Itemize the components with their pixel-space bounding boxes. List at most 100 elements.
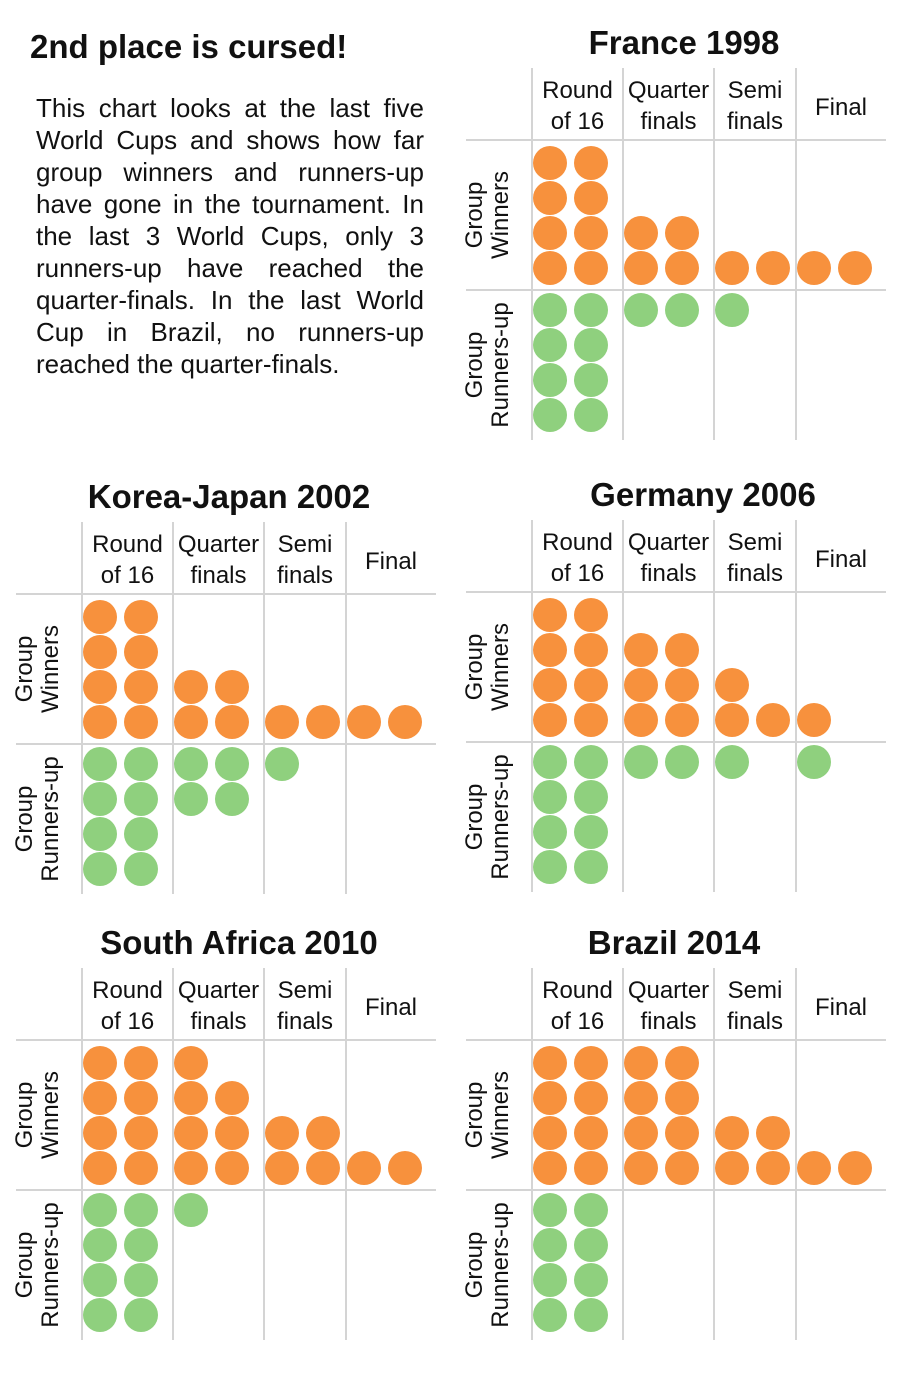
row-header-group-runners-up: Runners-up bbox=[37, 1202, 64, 1327]
winner-dot bbox=[533, 1081, 567, 1115]
runner-up-dot bbox=[624, 293, 658, 327]
panel-germany-2006: Germany 2006 Round of 16 Quarter finals Semi f… bbox=[461, 476, 886, 892]
column-header-semi-finals: finals bbox=[277, 562, 333, 589]
runner-up-dot bbox=[124, 817, 158, 851]
runner-up-dot bbox=[124, 1228, 158, 1262]
runner-up-dot bbox=[574, 1263, 608, 1297]
winner-dot bbox=[124, 600, 158, 634]
column-header-quarter-finals: finals bbox=[640, 560, 696, 587]
row-header-group-runners-up: Group bbox=[461, 1232, 488, 1299]
column-header-final: Final bbox=[815, 994, 867, 1021]
winner-dot bbox=[715, 703, 749, 737]
runner-up-dot bbox=[124, 852, 158, 886]
column-header-quarter-finals: Quarter bbox=[628, 529, 709, 556]
column-header-semi-finals: finals bbox=[727, 108, 783, 135]
runner-up-dot bbox=[533, 398, 567, 432]
winner-dot bbox=[124, 1151, 158, 1185]
winner-dot bbox=[265, 1116, 299, 1150]
winner-dot bbox=[215, 705, 249, 739]
winner-dot bbox=[715, 1151, 749, 1185]
runner-up-dot bbox=[215, 747, 249, 781]
panel-title: France 1998 bbox=[589, 24, 780, 61]
column-header-round-of-16: of 16 bbox=[551, 1008, 604, 1035]
winner-dot bbox=[665, 1081, 699, 1115]
runner-up-dot bbox=[124, 747, 158, 781]
column-header-semi-finals: Semi bbox=[728, 77, 783, 104]
row-header-group-runners-up: Group bbox=[461, 332, 488, 399]
winner-dot bbox=[624, 251, 658, 285]
winner-dot bbox=[388, 1151, 422, 1185]
winner-dot bbox=[797, 251, 831, 285]
column-header-quarter-finals: finals bbox=[640, 1008, 696, 1035]
winner-dot bbox=[306, 1151, 340, 1185]
winner-dot bbox=[83, 1081, 117, 1115]
runner-up-dot bbox=[83, 782, 117, 816]
panel-title: Germany 2006 bbox=[590, 476, 816, 513]
winner-dot bbox=[624, 633, 658, 667]
winner-dot bbox=[533, 146, 567, 180]
column-header-quarter-finals: Quarter bbox=[178, 977, 259, 1004]
runner-up-dot bbox=[533, 780, 567, 814]
winner-dot bbox=[124, 635, 158, 669]
runner-up-dot bbox=[574, 293, 608, 327]
winner-dot bbox=[574, 598, 608, 632]
row-header-group-runners-up: Runners-up bbox=[487, 302, 514, 427]
winner-dot bbox=[574, 668, 608, 702]
winner-dot bbox=[756, 1116, 790, 1150]
winner-dot bbox=[574, 1116, 608, 1150]
column-header-quarter-finals: Quarter bbox=[628, 977, 709, 1004]
winner-dot bbox=[665, 1116, 699, 1150]
winner-dot bbox=[174, 670, 208, 704]
winner-dot bbox=[624, 1116, 658, 1150]
runner-up-dot bbox=[83, 747, 117, 781]
row-header-group-winners: Group bbox=[461, 634, 488, 701]
winner-dot bbox=[83, 1151, 117, 1185]
column-header-round-of-16: Round bbox=[542, 529, 613, 556]
column-header-round-of-16: of 16 bbox=[101, 562, 154, 589]
row-header-group-runners-up: Runners-up bbox=[487, 754, 514, 879]
column-header-quarter-finals: finals bbox=[190, 1008, 246, 1035]
runner-up-dot bbox=[574, 780, 608, 814]
row-header-group-winners: Winners bbox=[37, 625, 64, 713]
runner-up-dot bbox=[574, 328, 608, 362]
winner-dot bbox=[215, 1081, 249, 1115]
runner-up-dot bbox=[715, 745, 749, 779]
winner-dot bbox=[574, 1151, 608, 1185]
runner-up-dot bbox=[215, 782, 249, 816]
column-header-semi-finals: finals bbox=[727, 560, 783, 587]
panel-brazil-2014: Brazil 2014 Round of 16 Quarter finals Semi fi… bbox=[461, 924, 886, 1340]
column-header-semi-finals: Semi bbox=[278, 531, 333, 558]
runner-up-dot bbox=[124, 1263, 158, 1297]
winner-dot bbox=[624, 216, 658, 250]
row-header-group-runners-up: Group bbox=[11, 786, 38, 853]
winner-dot bbox=[265, 705, 299, 739]
runner-up-dot bbox=[533, 1263, 567, 1297]
winner-dot bbox=[83, 600, 117, 634]
runner-up-dot bbox=[533, 1298, 567, 1332]
winner-dot bbox=[533, 251, 567, 285]
column-header-semi-finals: finals bbox=[727, 1008, 783, 1035]
runner-up-dot bbox=[265, 747, 299, 781]
runner-up-dot bbox=[83, 852, 117, 886]
winner-dot bbox=[665, 1046, 699, 1080]
intro: 2nd place is cursed! This chart looks at… bbox=[30, 20, 430, 380]
runner-up-dot bbox=[174, 747, 208, 781]
winner-dot bbox=[797, 1151, 831, 1185]
runner-up-dot bbox=[574, 815, 608, 849]
runner-up-dot bbox=[83, 1228, 117, 1262]
runner-up-dot bbox=[533, 745, 567, 779]
winner-dot bbox=[124, 705, 158, 739]
winner-dot bbox=[574, 181, 608, 215]
row-header-group-winners: Winners bbox=[487, 623, 514, 711]
runner-up-dot bbox=[574, 1228, 608, 1262]
runner-up-dot bbox=[174, 1193, 208, 1227]
column-header-round-of-16: of 16 bbox=[551, 108, 604, 135]
winner-dot bbox=[533, 1116, 567, 1150]
panel-south-africa-2010: South Africa 2010 Round of 16 Quarter finals… bbox=[11, 924, 436, 1340]
column-header-round-of-16: Round bbox=[542, 77, 613, 104]
column-header-quarter-finals: Quarter bbox=[628, 77, 709, 104]
runner-up-dot bbox=[574, 363, 608, 397]
winner-dot bbox=[83, 635, 117, 669]
column-header-round-of-16: of 16 bbox=[101, 1008, 154, 1035]
